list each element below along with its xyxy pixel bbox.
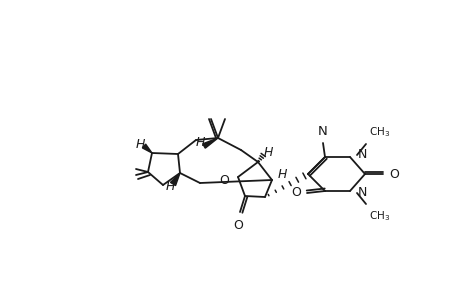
Text: H: H [195, 136, 204, 148]
Text: O: O [218, 173, 229, 187]
Polygon shape [202, 138, 218, 148]
Polygon shape [170, 173, 179, 186]
Text: N: N [318, 125, 327, 138]
Text: CH$_3$: CH$_3$ [368, 125, 389, 139]
Text: N: N [357, 187, 367, 200]
Text: CH$_3$: CH$_3$ [368, 209, 389, 223]
Polygon shape [142, 144, 151, 153]
Text: O: O [233, 219, 242, 232]
Text: O: O [388, 167, 398, 181]
Text: H: H [277, 167, 286, 181]
Text: H: H [263, 146, 272, 160]
Text: H: H [135, 139, 145, 152]
Text: O: O [291, 187, 300, 200]
Text: H: H [165, 179, 174, 193]
Text: N: N [357, 148, 367, 161]
